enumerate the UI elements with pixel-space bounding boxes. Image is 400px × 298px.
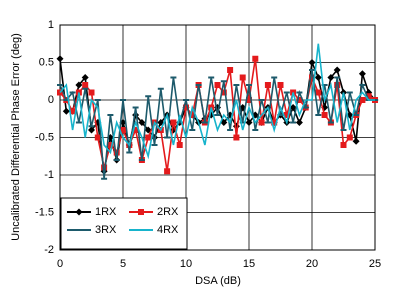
x-tick-label: 15 [243,258,255,270]
x-tick-label: 0 [57,258,63,270]
marker [309,74,315,81]
marker [88,89,95,96]
legend-label: 4RX [157,224,179,236]
marker [164,168,171,175]
marker [283,112,290,118]
marker [295,119,303,126]
marker [82,82,89,88]
marker [62,107,70,115]
marker [340,142,347,148]
x-tick-label: 25 [369,258,381,270]
marker [69,108,76,115]
marker [245,119,253,126]
marker [145,134,152,141]
marker [220,89,227,96]
marker [107,142,114,148]
marker [120,127,126,133]
marker [233,134,240,141]
marker [75,208,83,216]
marker [132,127,139,133]
marker [296,97,303,103]
marker [314,74,322,81]
y-tick-label: -1 [44,169,54,181]
marker [327,74,335,81]
y-axis-label: Uncalibrated Differential Phase Error (d… [10,33,22,241]
marker [239,74,246,81]
marker [252,55,259,62]
marker [321,112,328,118]
marker [214,82,221,88]
marker [308,59,316,66]
marker [176,142,183,148]
marker [88,126,95,134]
marker [138,209,144,215]
marker [183,104,189,111]
marker [170,119,177,126]
series-line [59,43,375,160]
marker [334,82,341,88]
y-tick-label: -0.5 [35,131,54,143]
marker [81,74,89,81]
marker [315,89,322,96]
marker [227,67,234,73]
y-tick-label: -2 [44,244,54,256]
y-tick-label: 0.5 [39,56,54,68]
legend-label: 1RX [95,206,117,218]
y-tick-label: -1.5 [35,206,54,218]
marker [101,164,108,171]
marker [264,82,271,88]
marker [365,93,372,100]
marker [359,97,366,103]
marker [189,112,196,118]
legend-label: 2RX [157,206,179,218]
marker [346,134,353,141]
marker [333,66,341,74]
plot-frame [59,24,376,251]
marker [246,97,252,103]
x-axis-label: DSA (dB) [195,275,241,287]
marker [138,119,146,126]
marker [56,55,64,63]
marker [271,119,278,126]
x-tick-label: 10 [180,258,192,270]
marker [289,104,297,111]
marker [277,82,284,88]
marker [352,137,360,145]
legend-box [60,197,188,250]
x-tick-label: 20 [306,258,318,270]
marker [232,122,240,130]
marker [358,70,366,78]
y-tick-label: 0 [48,94,54,106]
marker [75,81,83,89]
legend-label: 3RX [95,224,117,236]
x-tick-label: 5 [120,258,126,270]
marker [94,134,101,141]
marker [258,119,265,126]
y-tick-label: 1 [48,19,54,31]
